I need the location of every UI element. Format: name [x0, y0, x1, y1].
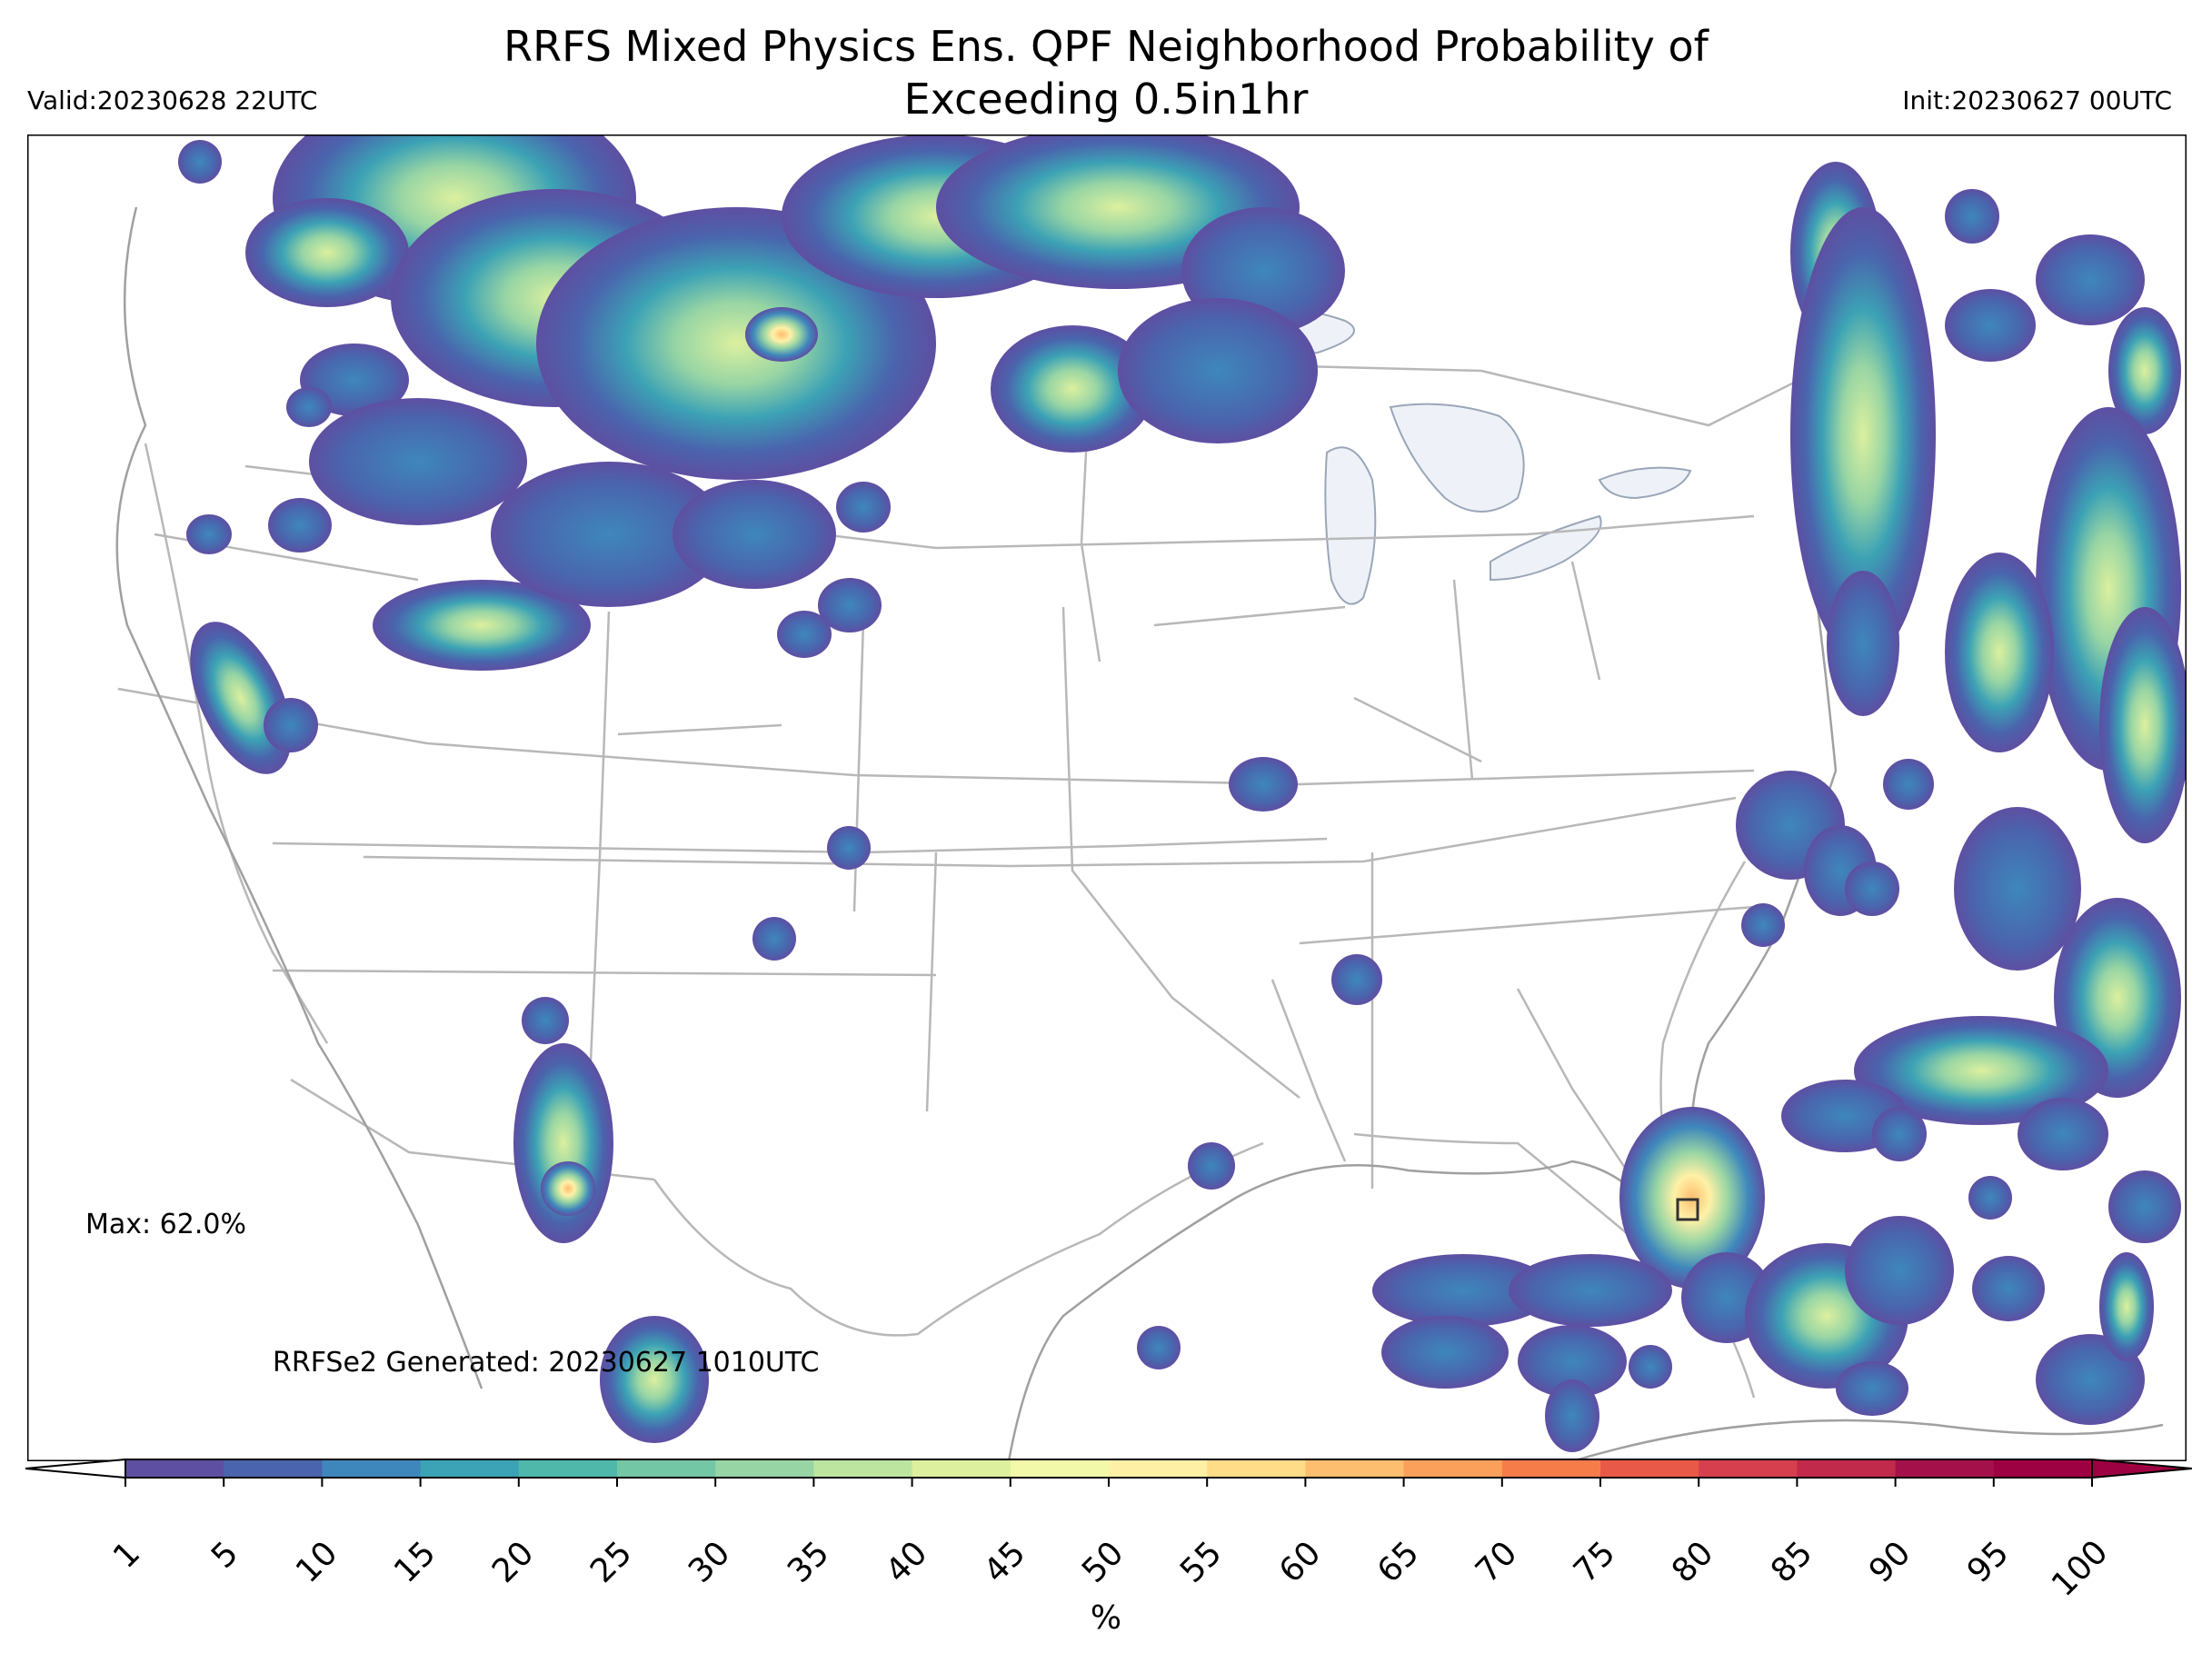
colorbar-segment [1993, 1459, 2093, 1478]
colorbar-segment [518, 1459, 618, 1478]
colorbar-tick-label: 100 [2044, 1533, 2116, 1605]
colorbar-segment [1797, 1459, 1897, 1478]
colorbar-segment [1600, 1459, 1699, 1478]
colorbar-segment [1699, 1459, 1798, 1478]
colorbar-segment [813, 1459, 913, 1478]
max-value-label: Max: 62.0% [85, 1209, 246, 1240]
colorbar-segment [1109, 1459, 1208, 1478]
colorbar-right-extension [2091, 1458, 2192, 1479]
colorbar-tick-label: 15 [386, 1534, 443, 1590]
init-time-label: Init:20230627 00UTC [1902, 85, 2172, 115]
max-location-marker [1676, 1198, 1699, 1221]
colorbar-segment [617, 1459, 716, 1478]
colorbar-segment [1305, 1459, 1405, 1478]
colorbar-tick-label: 30 [682, 1534, 738, 1590]
colorbar-tick-label: 85 [1763, 1534, 1819, 1590]
colorbar-segment [912, 1459, 1011, 1478]
colorbar-tick-label: 40 [878, 1534, 935, 1590]
title-line-1: RRFS Mixed Physics Ens. QPF Neighborhood… [503, 22, 1709, 71]
colorbar-unit-label: % [1090, 1599, 1122, 1637]
colorbar-tick-label: 5 [204, 1535, 245, 1577]
colorbar-segment [224, 1459, 323, 1478]
colorbar-segment [1010, 1459, 1110, 1478]
map-panel [27, 134, 2187, 1461]
probability-field [178, 134, 2187, 1452]
colorbar-tick-label: 75 [1567, 1534, 1623, 1590]
colorbar-tick-label: 70 [1469, 1534, 1525, 1590]
colorbar-segment [1207, 1459, 1306, 1478]
colorbar-segment [125, 1459, 224, 1478]
colorbar-tick-label: 20 [485, 1534, 542, 1590]
colorbar-tick-label: 25 [583, 1534, 640, 1590]
colorbar-tick-label: 60 [1271, 1534, 1328, 1590]
colorbar-segment [715, 1459, 814, 1478]
colorbar-tick-label: 1 [105, 1535, 147, 1577]
colorbar-segment [1403, 1459, 1503, 1478]
colorbar-segment [322, 1459, 422, 1478]
colorbar-tick-label: 50 [1075, 1534, 1131, 1590]
valid-time-label: Valid:20230628 22UTC [27, 85, 318, 115]
colorbar-left-extension [25, 1458, 126, 1479]
colorbar-segment [420, 1459, 520, 1478]
colorbar-tick-label: 90 [1861, 1534, 1918, 1590]
title-line-2: Exceeding 0.5in1hr [903, 75, 1309, 124]
colorbar-segments [125, 1459, 2093, 1487]
map-svg [27, 134, 2187, 1461]
colorbar-tick-label: 35 [780, 1534, 836, 1590]
colorbar-tick-label: 10 [288, 1534, 344, 1590]
colorbar-tick-label: 45 [977, 1534, 1033, 1590]
colorbar [25, 1458, 2192, 1487]
colorbar-segment [1501, 1459, 1601, 1478]
colorbar-tick-label: 65 [1370, 1534, 1427, 1590]
colorbar-tick-label: 55 [1173, 1534, 1230, 1590]
map-title: RRFS Mixed Physics Ens. QPF Neighborhood… [0, 20, 2212, 125]
colorbar-segment [1895, 1459, 1995, 1478]
generated-label: RRFSe2 Generated: 20230627 1010UTC [273, 1347, 820, 1379]
great-lakes [1208, 307, 1692, 605]
colorbar-tick-label: 80 [1665, 1534, 1721, 1590]
colorbar-tick-label: 95 [1960, 1534, 2017, 1590]
